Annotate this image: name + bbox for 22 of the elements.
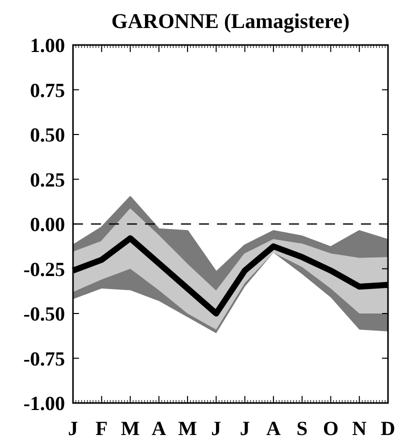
x-tick-label: M (178, 418, 198, 440)
x-tick-label: O (322, 418, 339, 440)
x-tick-label: S (296, 418, 308, 440)
y-tick-label: 0.25 (30, 169, 65, 192)
x-tick-label: F (96, 418, 108, 440)
x-tick-label: J (240, 418, 250, 440)
x-tick-label: N (352, 418, 368, 440)
y-tick-label: 1.00 (30, 35, 65, 57)
y-tick-label: 0.00 (30, 214, 65, 236)
y-tick-label: -0.25 (23, 258, 65, 281)
y-tick-label: -0.75 (23, 348, 65, 370)
x-tick-label: A (152, 418, 167, 440)
x-tick-label: A (266, 418, 282, 440)
x-tick-label: M (120, 418, 140, 440)
y-tick-label: 0.75 (30, 80, 65, 102)
y-tick-label: -0.50 (23, 304, 65, 326)
x-tick-label: J (68, 418, 78, 440)
x-tick-label: J (211, 418, 222, 440)
y-tick-label: -1.00 (23, 393, 65, 415)
chart-title: GARONNE (Lamagistere) (111, 9, 350, 33)
x-tick-label: D (380, 418, 396, 440)
y-tick-label: 0.50 (30, 124, 65, 146)
